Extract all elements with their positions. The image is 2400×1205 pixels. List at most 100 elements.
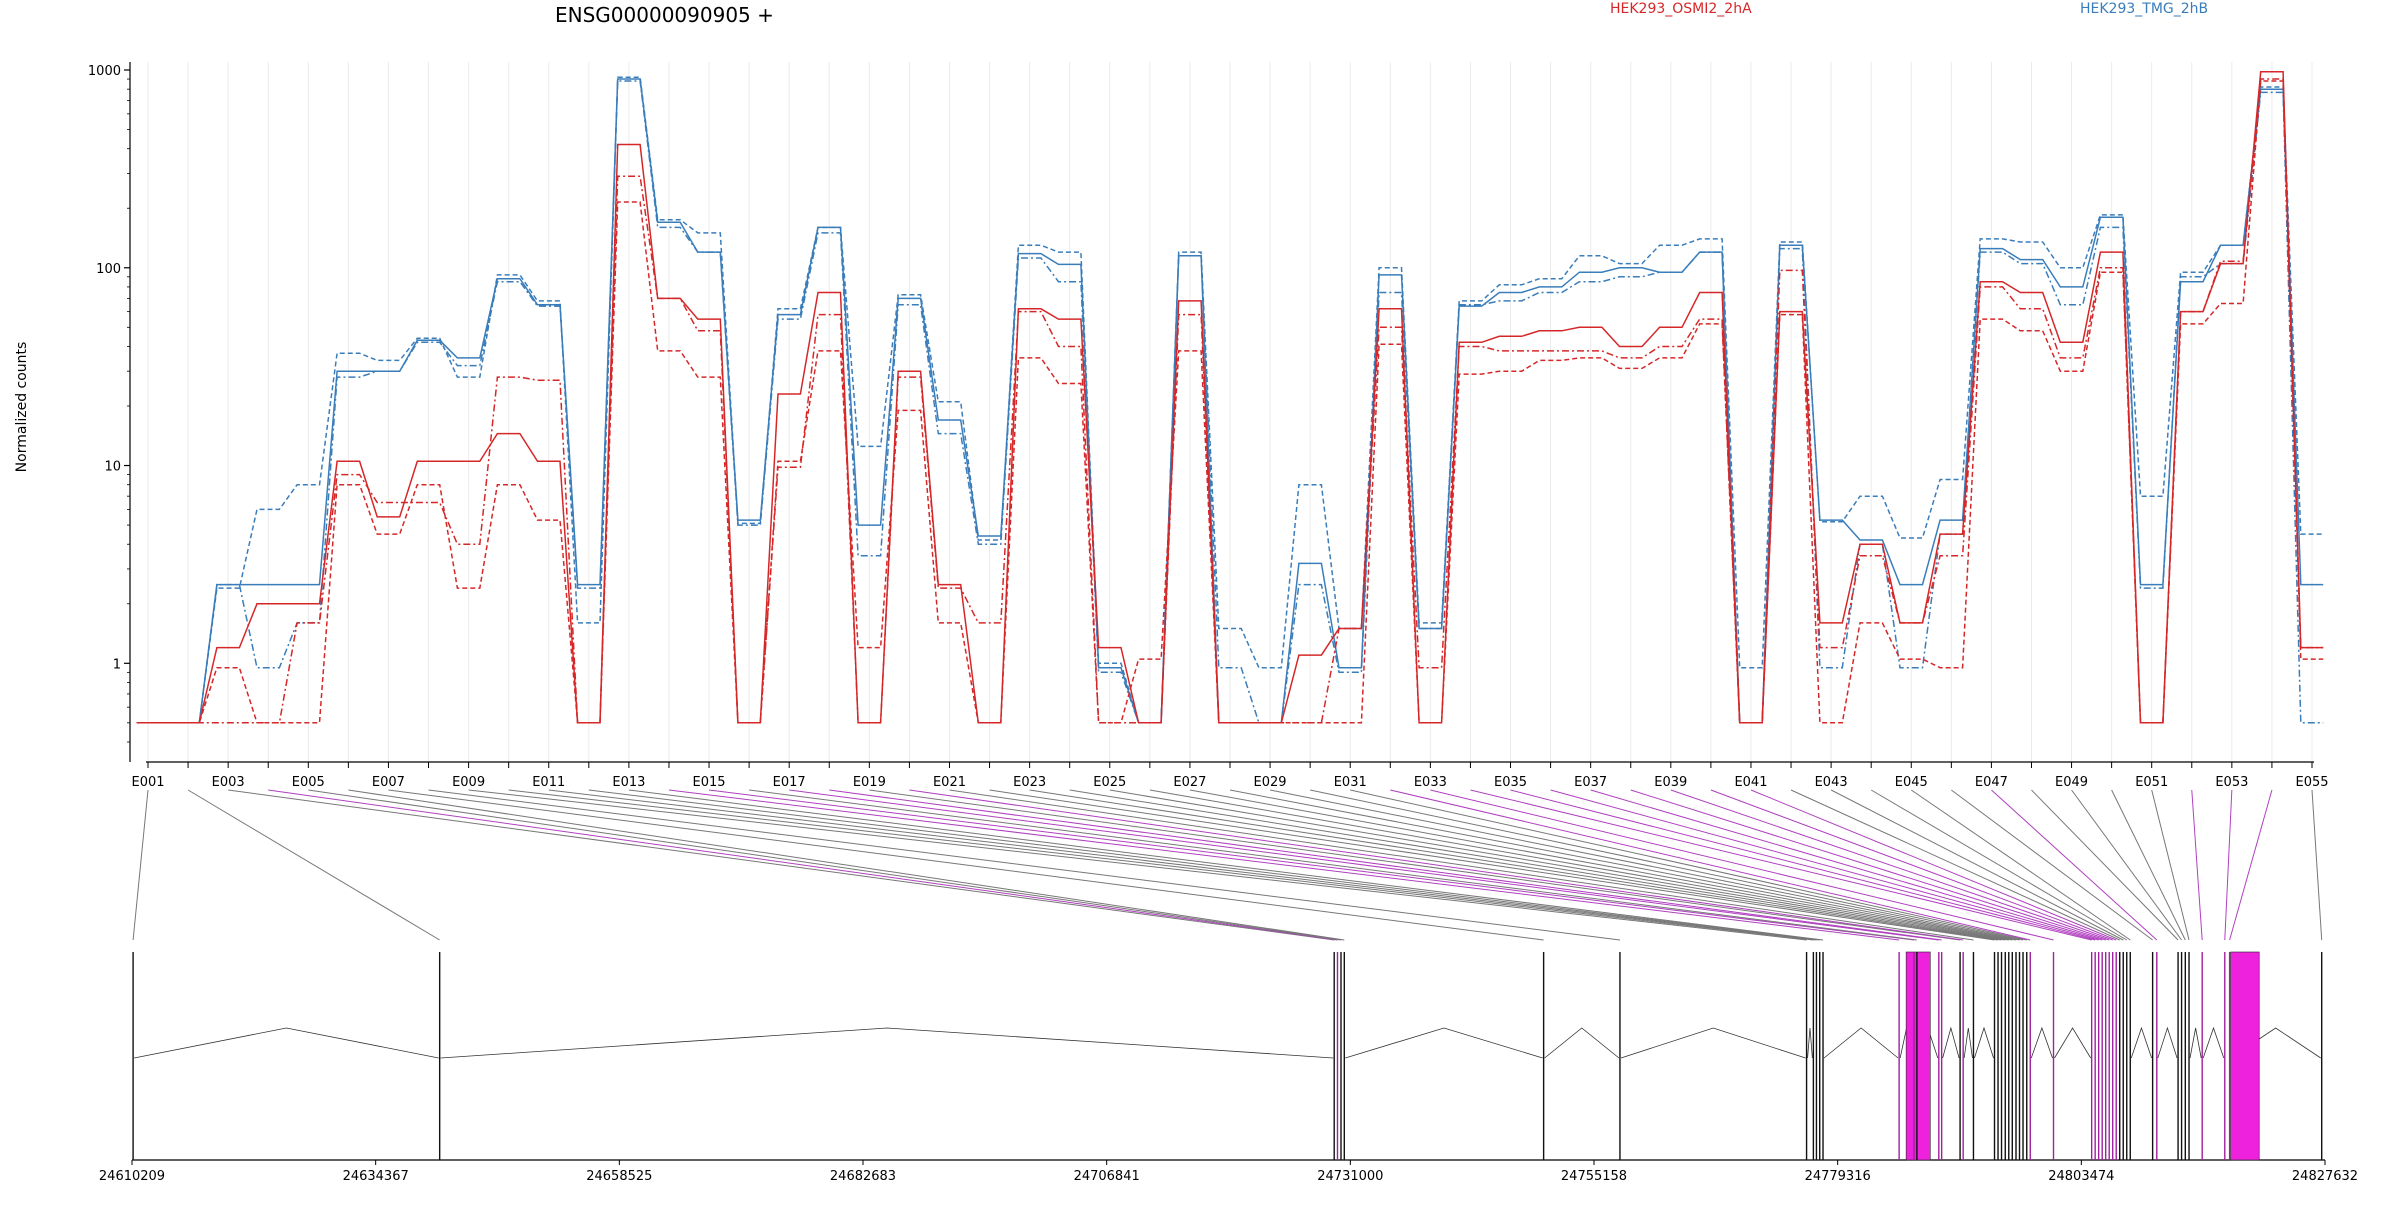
exon-connector xyxy=(1149,789,2009,941)
legend-entry-tmg: HEK293_TMG_2hB xyxy=(2080,1,2208,17)
x-tick-label: E025 xyxy=(1093,775,1126,790)
exon-connector xyxy=(2151,789,2190,941)
x-tick-label: E019 xyxy=(853,775,886,790)
exon-connector xyxy=(2111,789,2186,941)
x-tick-label: E047 xyxy=(1975,775,2008,790)
y-tick-label: 1000 xyxy=(88,64,121,79)
x-tick-label: E005 xyxy=(292,775,325,790)
series-line xyxy=(136,76,2324,724)
exon-connector xyxy=(2229,789,2273,941)
intron-line xyxy=(1345,1027,1543,1059)
x-tick-label: E007 xyxy=(372,775,405,790)
x-tick-label: E023 xyxy=(1013,775,1046,790)
exon-connector xyxy=(1430,789,2054,941)
exon-connector xyxy=(1670,789,2110,941)
chart-title: ENSG00000090905 + xyxy=(555,3,774,27)
exon-block xyxy=(2230,951,2260,1161)
exon-connector xyxy=(708,789,1915,941)
x-tick-label: E039 xyxy=(1654,775,1687,790)
exon-connector xyxy=(508,789,1814,941)
y-tick-label: 100 xyxy=(96,262,121,277)
exon-connector xyxy=(949,789,1974,941)
intron-line xyxy=(1942,1026,1960,1059)
exon-connector xyxy=(1269,789,2020,941)
exon-connector xyxy=(749,789,1917,941)
x-tick-label: E053 xyxy=(2215,775,2248,790)
x-tick-label: E041 xyxy=(1734,775,1767,790)
exon-connector xyxy=(628,789,1824,941)
genomic-tick-label: 24610209 xyxy=(99,1169,165,1184)
exon-connector xyxy=(1310,789,2024,941)
exon-connector xyxy=(2071,789,2182,941)
y-tick-label: 10 xyxy=(104,460,121,475)
genomic-tick-label: 24827632 xyxy=(2292,1169,2358,1184)
exon-connector xyxy=(1189,789,2013,941)
genomic-tick-label: 24779316 xyxy=(1805,1169,1871,1184)
intron-line xyxy=(1807,1027,1813,1059)
exon-connector xyxy=(1991,789,2158,941)
series-line xyxy=(136,80,2324,724)
genomic-tick-label: 24755158 xyxy=(1561,1169,1627,1184)
exon-connector xyxy=(2311,789,2323,941)
exon-connector xyxy=(1350,789,2027,941)
intron-line xyxy=(1544,1027,1620,1059)
x-tick-label: E029 xyxy=(1254,775,1287,790)
exon-connector xyxy=(1069,789,2002,941)
exon-connector xyxy=(1590,789,2103,941)
exon-connector xyxy=(2191,789,2203,941)
exon-connector xyxy=(1910,789,2131,941)
x-axis: E001 E003 E005 E007 E009 E011 E013 E015 E017 E019… xyxy=(131,761,2329,790)
y-tick-label: 1 xyxy=(113,657,121,672)
exon-connector xyxy=(388,789,1544,941)
legend-entry-osmi2: HEK293_OSMI2_2hA xyxy=(1610,1,1752,17)
x-tick-label: E033 xyxy=(1414,775,1447,790)
intron-line xyxy=(2157,1026,2178,1059)
exon-connector xyxy=(1750,789,2117,941)
x-tick-label: E017 xyxy=(773,775,806,790)
genomic-tick-label: 24731000 xyxy=(1317,1169,1383,1184)
exon-connector xyxy=(1109,789,2006,941)
exon-connector xyxy=(1510,789,2096,941)
intron-line xyxy=(1974,1026,1994,1059)
exon-connector xyxy=(187,789,440,941)
x-tick-label: E043 xyxy=(1815,775,1848,790)
x-tick-label: E027 xyxy=(1173,775,1206,790)
intron-line xyxy=(2202,1026,2225,1059)
series-lines xyxy=(136,70,2324,724)
x-tick-label: E049 xyxy=(2055,775,2088,790)
exon-connector-lines xyxy=(132,789,2323,941)
x-tick-label: E045 xyxy=(1895,775,1928,790)
exon-connector xyxy=(1390,789,2031,941)
intron-line xyxy=(1823,1027,1899,1059)
exon-connector xyxy=(869,789,1961,941)
exon-connector xyxy=(1710,789,2113,941)
gene-model-track xyxy=(132,951,2325,1161)
exon-connector xyxy=(428,789,1621,941)
x-tick-label: E031 xyxy=(1334,775,1367,790)
exon-connector xyxy=(2224,789,2233,941)
exon-connector xyxy=(1870,789,2128,941)
x-tick-label: E009 xyxy=(452,775,485,790)
x-tick-label: E015 xyxy=(693,775,726,790)
genomic-tick-label: 24706841 xyxy=(1074,1169,1140,1184)
exon-connector xyxy=(228,789,1335,941)
x-tick-label: E013 xyxy=(612,775,645,790)
genomic-tick-label: 24634367 xyxy=(343,1169,409,1184)
intron-line xyxy=(2030,1026,2053,1059)
genomic-coordinate-axis: 24610209 24634367 24658525 24682683 24706841… xyxy=(99,1160,2358,1184)
exon-connector xyxy=(989,789,1995,941)
intron-line xyxy=(1620,1027,1806,1059)
exon-connector xyxy=(1550,789,2099,941)
exon-connector xyxy=(348,789,1345,941)
intron-line xyxy=(1963,1027,1973,1059)
exon-connector xyxy=(1951,789,2153,941)
exon-connector xyxy=(132,789,149,941)
intron-line xyxy=(2054,1027,2092,1059)
y-axis: 1 10 100 1000 xyxy=(88,62,131,762)
exon-block xyxy=(1905,951,1931,1161)
x-tick-label: E021 xyxy=(933,775,966,790)
exon-connector xyxy=(789,789,1939,941)
exon-connector xyxy=(668,789,1900,941)
